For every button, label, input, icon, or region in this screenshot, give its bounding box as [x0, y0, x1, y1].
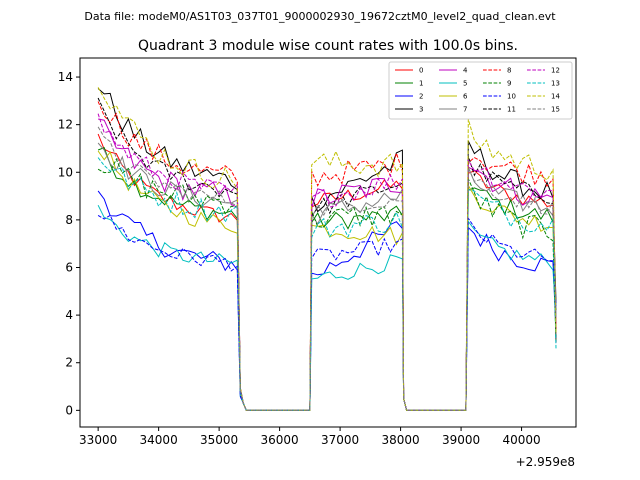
y-tick-label: 10: [58, 165, 73, 179]
series-line-2: [97, 190, 557, 411]
x-tick-label: 39000: [442, 433, 480, 447]
legend-label-1: 1: [419, 80, 423, 88]
legend-label-7: 7: [463, 106, 467, 114]
series-line-11: [97, 97, 557, 411]
legend-label-0: 0: [419, 67, 423, 75]
legend-label-15: 15: [551, 106, 560, 114]
y-tick-label: 0: [65, 403, 73, 417]
x-tick-label: 40000: [502, 433, 540, 447]
legend-label-3: 3: [419, 106, 423, 114]
legend-label-14: 14: [551, 93, 560, 101]
series-layer: [97, 87, 557, 411]
x-axis: 33000 34000 35000 36000 37000 38000 39000 40000: [79, 427, 541, 447]
series-line-12: [97, 113, 557, 411]
series-line-3: [97, 88, 557, 411]
figure-suptitle: Data file: modeM0/AS1T03_037T01_90000029…: [84, 10, 556, 23]
x-tick-label: 33000: [79, 433, 117, 447]
legend-label-5: 5: [463, 80, 467, 88]
series-line-0: [97, 133, 557, 411]
legend-label-10: 10: [507, 93, 516, 101]
legend-label-12: 12: [551, 67, 560, 75]
series-line-15: [97, 126, 557, 411]
y-tick-label: 8: [65, 213, 73, 227]
legend-label-8: 8: [507, 67, 511, 75]
series-line-5: [97, 204, 557, 411]
legend-label-2: 2: [419, 93, 423, 101]
x-offset-label: +2.959e8: [516, 455, 575, 469]
y-tick-label: 14: [58, 70, 73, 84]
series-line-13: [97, 157, 557, 411]
x-tick-label: 36000: [261, 433, 299, 447]
series-line-1: [97, 146, 557, 411]
legend-box: [388, 61, 573, 120]
chart-title: Quadrant 3 module wise count rates with …: [138, 38, 518, 54]
x-tick-label: 35000: [200, 433, 238, 447]
y-tick-label: 2: [65, 356, 73, 370]
series-line-10: [97, 214, 557, 411]
y-tick-label: 6: [65, 260, 73, 274]
y-tick-label: 4: [65, 308, 73, 322]
y-axis: 0 2 4 6 8 10 12 14: [58, 70, 80, 417]
legend-label-13: 13: [551, 80, 560, 88]
legend-label-9: 9: [507, 80, 511, 88]
x-tick-label: 37000: [321, 433, 359, 447]
legend-label-6: 6: [463, 93, 468, 101]
legend-label-11: 11: [507, 106, 516, 114]
x-tick-label: 38000: [381, 433, 419, 447]
axes-frame: [79, 57, 577, 428]
x-tick-label: 34000: [140, 433, 178, 447]
legend-label-4: 4: [463, 67, 468, 75]
y-tick-label: 12: [58, 118, 73, 132]
